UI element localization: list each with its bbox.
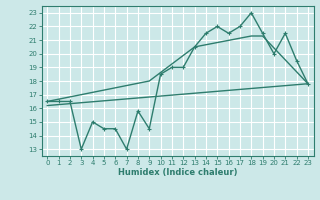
X-axis label: Humidex (Indice chaleur): Humidex (Indice chaleur) [118,168,237,177]
